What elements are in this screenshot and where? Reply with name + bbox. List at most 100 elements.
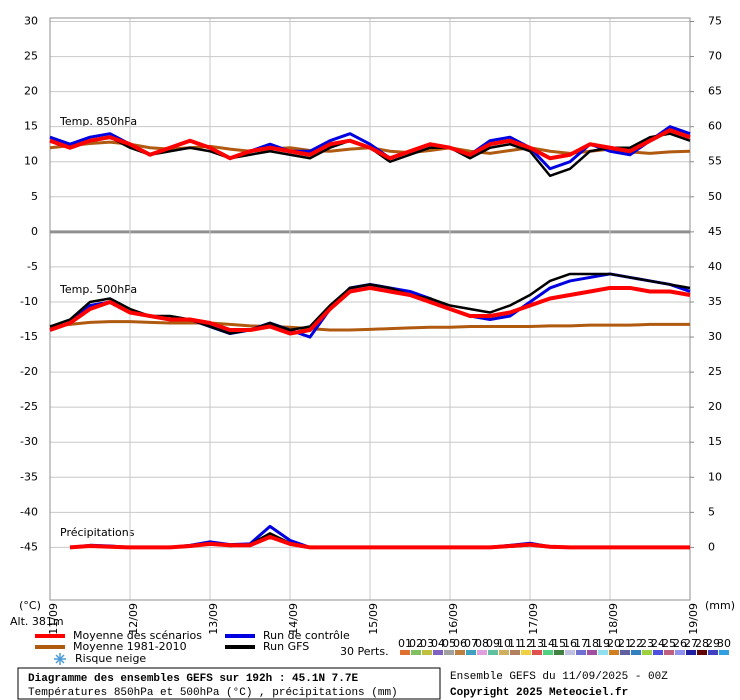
perturbation-swatch	[521, 650, 531, 655]
perturbation-number: 03	[420, 637, 434, 650]
x-tick-label: 19/09	[687, 603, 700, 635]
perturbation-swatch	[433, 650, 443, 655]
series-line	[49, 285, 691, 336]
y2-axis-label: (mm)	[705, 599, 735, 612]
panel-label: Temp. 850hPa	[59, 115, 137, 128]
perturbation-swatch	[543, 650, 553, 655]
perturbation-swatch	[444, 650, 454, 655]
perturbation-swatch	[411, 650, 421, 655]
perturbation-swatch	[466, 650, 476, 655]
y-tick-label: -45	[20, 540, 38, 553]
x-tick-label: 12/09	[127, 603, 140, 635]
x-tick-label: 17/09	[527, 603, 540, 635]
y2-tick-label: 75	[708, 15, 722, 28]
perturbation-number: 08	[475, 637, 489, 650]
perturbation-number: 05	[442, 637, 456, 650]
series-line	[49, 320, 690, 332]
y2-tick-label: 25	[708, 365, 722, 378]
perturbation-number: 16	[563, 637, 577, 650]
perturbation-number: 07	[464, 637, 478, 650]
perturbation-number: 10	[497, 637, 511, 650]
perturbation-number: 18	[585, 637, 599, 650]
y2-tick-label: 50	[708, 190, 722, 203]
x-tick-label: 13/09	[207, 603, 220, 635]
y-tick-label: -20	[20, 365, 38, 378]
y-tick-label: -5	[27, 260, 38, 273]
y2-tick-label: 5	[708, 505, 715, 518]
perturbation-swatch	[455, 650, 465, 655]
perturbation-number: 20	[607, 637, 621, 650]
x-tick-label: 18/09	[607, 603, 620, 635]
perturbation-number: 14	[541, 637, 555, 650]
chart-title: Diagramme des ensembles GEFS sur 192h : …	[28, 673, 358, 685]
x-tick-label: 14/09	[287, 603, 300, 635]
y2-tick-label: 65	[708, 85, 722, 98]
perturbation-number: 09	[486, 637, 500, 650]
y2-tick-label: 55	[708, 155, 722, 168]
panel-label: Temp. 500hPa	[59, 283, 137, 296]
run-info: Ensemble GEFS du 11/09/2025 - 00Z	[450, 671, 668, 683]
y2-tick-label: 40	[708, 260, 722, 273]
chart-subtitle: Températures 850hPa et 500hPa (°C) , pré…	[28, 687, 398, 699]
y-tick-label: -40	[20, 505, 38, 518]
y-tick-label: -25	[20, 400, 38, 413]
y-tick-label: 0	[31, 225, 38, 238]
perturbation-swatch	[686, 650, 696, 655]
perturbation-swatch	[697, 650, 707, 655]
plot-frame	[49, 17, 691, 601]
panel-label: Précipitations	[60, 526, 135, 539]
perturbation-number: 21	[618, 637, 632, 650]
perturbation-swatch	[708, 650, 718, 655]
title-box	[17, 667, 441, 700]
perturbation-number: 23	[640, 637, 654, 650]
perturbation-swatch	[620, 650, 630, 655]
y-tick-label: -10	[20, 295, 38, 308]
perturbation-number: 19	[596, 637, 610, 650]
legend-label: Moyenne des scénarios	[73, 629, 202, 642]
x-tick-label: 16/09	[447, 603, 460, 635]
perturbation-number: 02	[409, 637, 423, 650]
y2-tick-label: 0	[708, 540, 715, 553]
legend-label: Moyenne 1981-2010	[73, 640, 187, 653]
perturbation-number: 13	[530, 637, 544, 650]
legend-label: Run de contrôle	[263, 629, 350, 642]
y2-tick-label: 30	[708, 330, 722, 343]
perturbation-number: 06	[453, 637, 467, 650]
perturbation-swatch	[565, 650, 575, 655]
perturbation-swatch	[400, 650, 410, 655]
perturbation-swatch	[631, 650, 641, 655]
perturbation-swatch	[598, 650, 608, 655]
perturbation-swatch	[554, 650, 564, 655]
y2-tick-label: 15	[708, 435, 722, 448]
y-tick-label: 25	[24, 50, 38, 63]
perturbation-swatch	[477, 650, 487, 655]
perturbation-swatch	[675, 650, 685, 655]
perturbation-number: 12	[519, 637, 533, 650]
perturbation-swatch	[532, 650, 542, 655]
perturbation-swatch	[653, 650, 663, 655]
legend-label: Run GFS	[263, 640, 309, 653]
perturbation-number: 24	[651, 637, 665, 650]
altitude: Alt. 381m	[10, 615, 64, 628]
x-tick-label: 11/09	[47, 603, 60, 635]
perturbation-swatch	[510, 650, 520, 655]
perturbation-number: 11	[508, 637, 522, 650]
series-line	[49, 128, 691, 161]
perturbation-number: 17	[574, 637, 588, 650]
perturbation-swatch	[488, 650, 498, 655]
perturbation-number: 27	[684, 637, 698, 650]
perturbation-swatch	[664, 650, 674, 655]
y-axis-label: (°C)	[19, 599, 41, 612]
series-line	[69, 534, 690, 550]
y-tick-label: 20	[24, 85, 38, 98]
snow-icon	[54, 653, 66, 665]
perturbation-number: 25	[662, 637, 676, 650]
copyright: Copyright 2025 Meteociel.fr	[450, 687, 628, 699]
y-tick-label: -35	[20, 470, 38, 483]
x-tick-label: 15/09	[367, 603, 380, 635]
perturbation-number: 26	[673, 637, 687, 650]
y2-tick-label: 35	[708, 295, 722, 308]
perturbation-swatch	[642, 650, 652, 655]
legend-label: Risque neige	[75, 652, 146, 665]
